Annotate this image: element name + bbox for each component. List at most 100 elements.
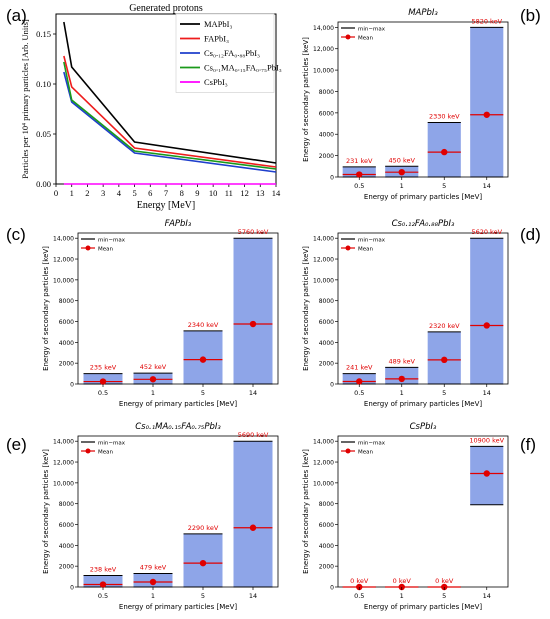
- panel-e-bar-3: [233, 441, 273, 587]
- panel-d-ytick-label: 12,000: [313, 257, 334, 264]
- panel-d-mean-point-1: [398, 375, 405, 383]
- panel-c-xlabel: Energy of primary particles [MeV]: [119, 400, 237, 408]
- panel-d-title: Cs₀.₁₂FA₀.₈₈PbI₃: [392, 219, 455, 229]
- panel-b-legend-mean-marker: [345, 34, 351, 40]
- panel-c-ytick-label: 6000: [59, 319, 74, 326]
- panel-b-value-label-3: 5820 keV: [471, 17, 502, 25]
- panel-f-legend-mean-label: Mean: [358, 450, 373, 456]
- panel-e-ytick-label: 14,000: [53, 439, 74, 446]
- panel-b-xtick-label: 1: [400, 182, 404, 190]
- panel-f-xtick-label: 14: [483, 592, 491, 600]
- panel-e-ytick-label: 6000: [59, 522, 74, 529]
- panel-b-mean-point-1: [398, 168, 405, 176]
- panel-a-ylabel: Particles per 10⁴ primary particles [Arb…: [20, 19, 30, 179]
- panel-f-frame: [337, 435, 509, 588]
- panel-a-legend-label: Cs₀.₁MA₀.₁₅FA₀.₇₅PbI₃: [204, 63, 282, 73]
- panel-e-legend-mean-label: Mean: [98, 450, 113, 456]
- panel-a-ytick-label: 0.10: [36, 79, 51, 89]
- panel-a-xtick-label: 5: [132, 188, 136, 198]
- panel-b-legend-mean-label: Mean: [358, 36, 373, 42]
- panel-b-ytick-label: 12,000: [313, 46, 334, 53]
- panel-c-title: FAPbI₃: [165, 219, 192, 229]
- panel-a-ytick-label: 0.15: [36, 29, 51, 39]
- panel-d-legend-mean-label: Mean: [358, 247, 373, 253]
- panel-a-legend-label: Cs₀.₁₂FA₀.₈₈PbI₃: [204, 48, 260, 58]
- panel-d-mean-point-3: [483, 322, 490, 329]
- panel-a-xtick-label: 7: [164, 188, 168, 198]
- panel-b-ylabel: Energy of secondary particles [keV]: [302, 37, 310, 162]
- panel-c-ytick-label: 4000: [59, 340, 74, 347]
- panel-f-ylabel: Energy of secondary particles [keV]: [302, 449, 310, 574]
- panel-f-mean-point-3: [483, 470, 490, 477]
- panel-f-chart: CsPbI₃ 0 2000 4000 6000 8000 10,000 12,000 14,00…: [302, 422, 509, 611]
- panel-b-ytick-label: 2000: [319, 153, 334, 160]
- panel-c-value-label-3: 5760 keV: [238, 228, 269, 236]
- panel-a-xtick-label: 12: [240, 188, 249, 198]
- panel-f-value-label-0: 0 keV: [350, 577, 369, 585]
- panel-b-legend-minmax-label: min−max: [358, 27, 386, 33]
- panel-b-ytick-label: 6000: [319, 110, 334, 117]
- panel-b-value-label-2: 2330 keV: [429, 112, 460, 120]
- panel-e-value-label-1: 479 keV: [140, 563, 167, 571]
- panel-e-xlabel: Energy of primary particles [MeV]: [119, 603, 237, 611]
- panel-b-xtick-label: 14: [483, 182, 491, 190]
- panel-e-ytick-label: 10,000: [53, 480, 74, 487]
- panel-e-bar-0: [83, 575, 123, 587]
- panel-d-ytick-label: 14,000: [313, 236, 334, 243]
- panel-d-xtick-label: 14: [483, 389, 491, 397]
- panel-d-value-label-3: 5620 keV: [471, 228, 502, 236]
- panel-d-mean-point-2: [441, 356, 448, 364]
- panel-e-ytick-label: 8000: [59, 501, 74, 508]
- panel-c-ytick-label: 8000: [59, 298, 74, 305]
- panel-e-ytick-label: 0: [70, 585, 74, 592]
- panel-b-title: MAPbI₃: [408, 8, 438, 18]
- panel-e-legend-minmax-label: min−max: [98, 441, 126, 447]
- panel-d-frame: [337, 232, 509, 385]
- panel-f-ytick-label: 4000: [319, 543, 334, 550]
- panel-d-ytick-label: 0: [330, 382, 334, 389]
- panel-c-bar-3: [233, 238, 273, 384]
- panel-d-ytick-label: 6000: [319, 319, 334, 326]
- panel-b-mean-point-2: [441, 148, 448, 156]
- panel-b-bar-3: [470, 27, 504, 177]
- panel-d-ytick-label: 8000: [319, 298, 334, 305]
- panel-c-mean-point-1: [149, 376, 157, 383]
- panel-f-value-label-1: 0 keV: [393, 577, 412, 585]
- panel-a-ytick-label: 0.00: [36, 179, 51, 189]
- panel-c-xtick-label: 1: [151, 389, 155, 397]
- panel-f-ytick-label: 10,000: [313, 480, 334, 487]
- panel-a-series-line-2: [63, 71, 277, 173]
- panel-d-ytick-label: 4000: [319, 340, 334, 347]
- panel-a-series-line-1: [63, 55, 277, 168]
- panel-d-value-label-2: 2320 keV: [429, 322, 460, 330]
- panel-c-legend-minmax-label: min−max: [98, 238, 126, 244]
- panel-e-value-label-3: 5690 keV: [238, 431, 269, 439]
- panel-a-xtick-label: 0: [54, 188, 58, 198]
- panel-a-ytick-label: 0.05: [36, 129, 51, 139]
- panel-e-ytick-label: 2000: [59, 564, 74, 571]
- panel-b-value-label-1: 450 keV: [389, 156, 416, 164]
- panel-b-chart: MAPbI₃ 0 2000 4000 6000 8000 10,000 12,000 14,00…: [302, 8, 509, 201]
- panel-d-value-label-0: 241 keV: [346, 364, 373, 372]
- panel-e-ytick-label: 12,000: [53, 460, 74, 467]
- panel-c-xtick-label: 0.5: [98, 389, 108, 397]
- panel-e-mean-point-2: [199, 559, 207, 567]
- panel-c-ytick-label: 0: [70, 382, 74, 389]
- panel-d-value-label-1: 489 keV: [389, 357, 416, 365]
- panel-e-ylabel: Energy of secondary particles [keV]: [42, 449, 50, 574]
- panel-a-legend-label: CsPbI₃: [204, 77, 228, 87]
- panel-a-xtick-label: 9: [195, 188, 199, 198]
- panel-c-frame: [77, 232, 279, 385]
- panel-b-ytick-label: 4000: [319, 132, 334, 139]
- panel-e-chart: Cs₀.₁MA₀.₁₅FA₀.₇₅PbI₃0200040006000800010…: [42, 422, 279, 611]
- panel-e-xtick-label: 0.5: [98, 592, 108, 600]
- panel-a-xtick-label: 8: [180, 188, 184, 198]
- panel-e-title: Cs₀.₁MA₀.₁₅FA₀.₇₅PbI₃: [135, 422, 221, 432]
- panel-d-ylabel: Energy of secondary particles [keV]: [302, 246, 310, 371]
- panel-b-value-label-0: 231 keV: [346, 157, 373, 165]
- panel-b-xtick-label: 0.5: [354, 182, 364, 190]
- panel-b-xlabel: Energy of primary particles [MeV]: [364, 193, 482, 201]
- panel-f-ytick-label: 14,000: [313, 439, 334, 446]
- panel-a-xtick-label: 6: [148, 188, 152, 198]
